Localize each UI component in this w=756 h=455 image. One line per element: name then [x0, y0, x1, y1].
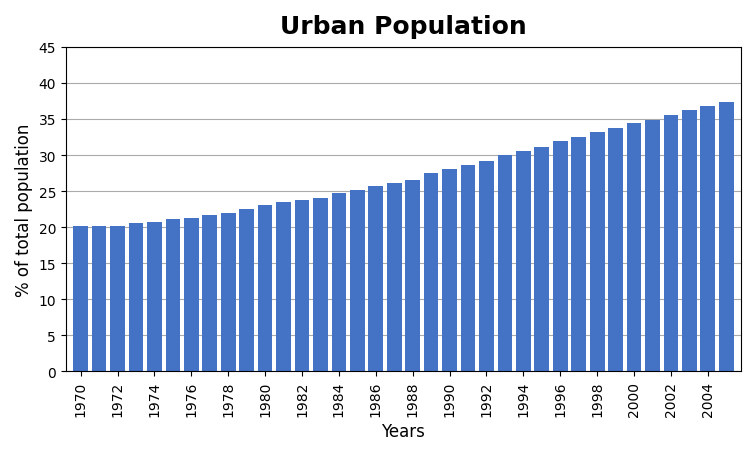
- Bar: [424, 174, 438, 371]
- X-axis label: Years: Years: [382, 422, 426, 440]
- Bar: [240, 210, 254, 371]
- Bar: [221, 213, 236, 371]
- Bar: [664, 116, 678, 371]
- Bar: [387, 184, 401, 371]
- Bar: [258, 205, 272, 371]
- Bar: [479, 162, 494, 371]
- Title: Urban Population: Urban Population: [280, 15, 527, 39]
- Bar: [276, 202, 291, 371]
- Bar: [719, 102, 733, 371]
- Bar: [368, 187, 383, 371]
- Bar: [405, 180, 420, 371]
- Bar: [645, 121, 660, 371]
- Bar: [442, 170, 457, 371]
- Bar: [73, 227, 88, 371]
- Y-axis label: % of total population: % of total population: [15, 123, 33, 296]
- Bar: [313, 198, 328, 371]
- Bar: [166, 220, 180, 371]
- Bar: [332, 194, 346, 371]
- Bar: [350, 190, 364, 371]
- Bar: [682, 111, 697, 371]
- Bar: [627, 124, 641, 371]
- Bar: [147, 222, 162, 371]
- Bar: [203, 215, 217, 371]
- Bar: [516, 152, 531, 371]
- Bar: [700, 107, 715, 371]
- Bar: [534, 148, 549, 371]
- Bar: [184, 219, 199, 371]
- Bar: [110, 226, 125, 371]
- Bar: [553, 142, 568, 371]
- Bar: [590, 133, 605, 371]
- Bar: [129, 223, 144, 371]
- Bar: [295, 201, 309, 371]
- Bar: [497, 156, 513, 371]
- Bar: [572, 138, 586, 371]
- Bar: [460, 166, 476, 371]
- Bar: [608, 128, 623, 371]
- Bar: [91, 227, 107, 371]
